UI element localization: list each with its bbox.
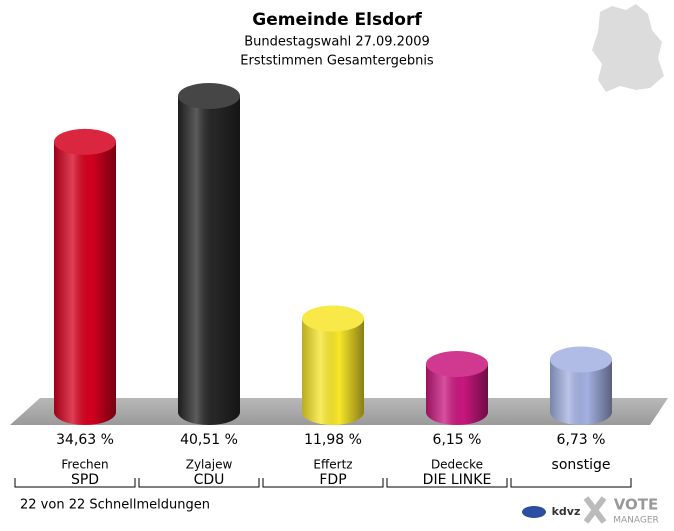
- subtitle: Erststimmen Gesamtergebnis: [240, 54, 434, 69]
- bracket: [14, 478, 136, 488]
- logo-icon: [522, 506, 546, 518]
- logo-text: kdvz: [552, 505, 581, 518]
- logo-text: MANAGER: [613, 516, 659, 526]
- bar: [302, 305, 364, 425]
- footnote: 22 von 22 Schnellmeldungen: [20, 498, 210, 513]
- candidate-label: Frechen: [61, 458, 108, 472]
- bar: [54, 128, 116, 425]
- logo-text: VOTE: [614, 496, 659, 514]
- bar-shade: [302, 318, 364, 425]
- value-label: 40,51 %: [180, 432, 238, 448]
- bar: [178, 83, 240, 425]
- bar: [426, 351, 488, 425]
- bracket: [138, 478, 260, 488]
- candidate-label: Zylajew: [186, 458, 233, 472]
- x-tick-label: FDP: [319, 472, 346, 488]
- bar: [550, 346, 612, 425]
- bracket: [262, 478, 384, 488]
- bar-top-highlight: [550, 346, 612, 373]
- logo-icon: [583, 496, 607, 524]
- bar-shade: [54, 141, 116, 425]
- map-outline: [592, 4, 664, 92]
- bar-shade: [550, 359, 612, 425]
- x-tick-label: sonstige: [552, 457, 611, 473]
- bar-top-highlight: [426, 351, 488, 378]
- value-label: 11,98 %: [304, 432, 362, 448]
- bar-shade: [426, 364, 488, 425]
- subtitle: Bundestagswahl 27.09.2009: [244, 35, 430, 50]
- candidate-label: Effertz: [313, 458, 352, 472]
- x-tick-label: CDU: [194, 472, 225, 488]
- bar-top: [426, 351, 488, 378]
- value-label: 34,63 %: [56, 432, 114, 448]
- value-label: 6,15 %: [433, 432, 482, 448]
- bracket: [510, 478, 632, 488]
- x-tick-label: DIE LINKE: [423, 472, 492, 488]
- bar-top: [302, 305, 364, 332]
- bar-top-highlight: [54, 128, 116, 155]
- bracket: [386, 478, 508, 488]
- x-tick-label: SPD: [71, 472, 99, 488]
- candidate-label: Dedecke: [431, 458, 483, 472]
- bar-top: [54, 128, 116, 155]
- bar-top-highlight: [302, 305, 364, 332]
- bar-top: [178, 83, 240, 109]
- bar-top: [550, 346, 612, 373]
- chart-title: Gemeinde Elsdorf: [252, 10, 422, 30]
- bar-shade: [178, 96, 240, 425]
- value-label: 6,73 %: [557, 432, 606, 448]
- bar-top-highlight: [178, 83, 240, 109]
